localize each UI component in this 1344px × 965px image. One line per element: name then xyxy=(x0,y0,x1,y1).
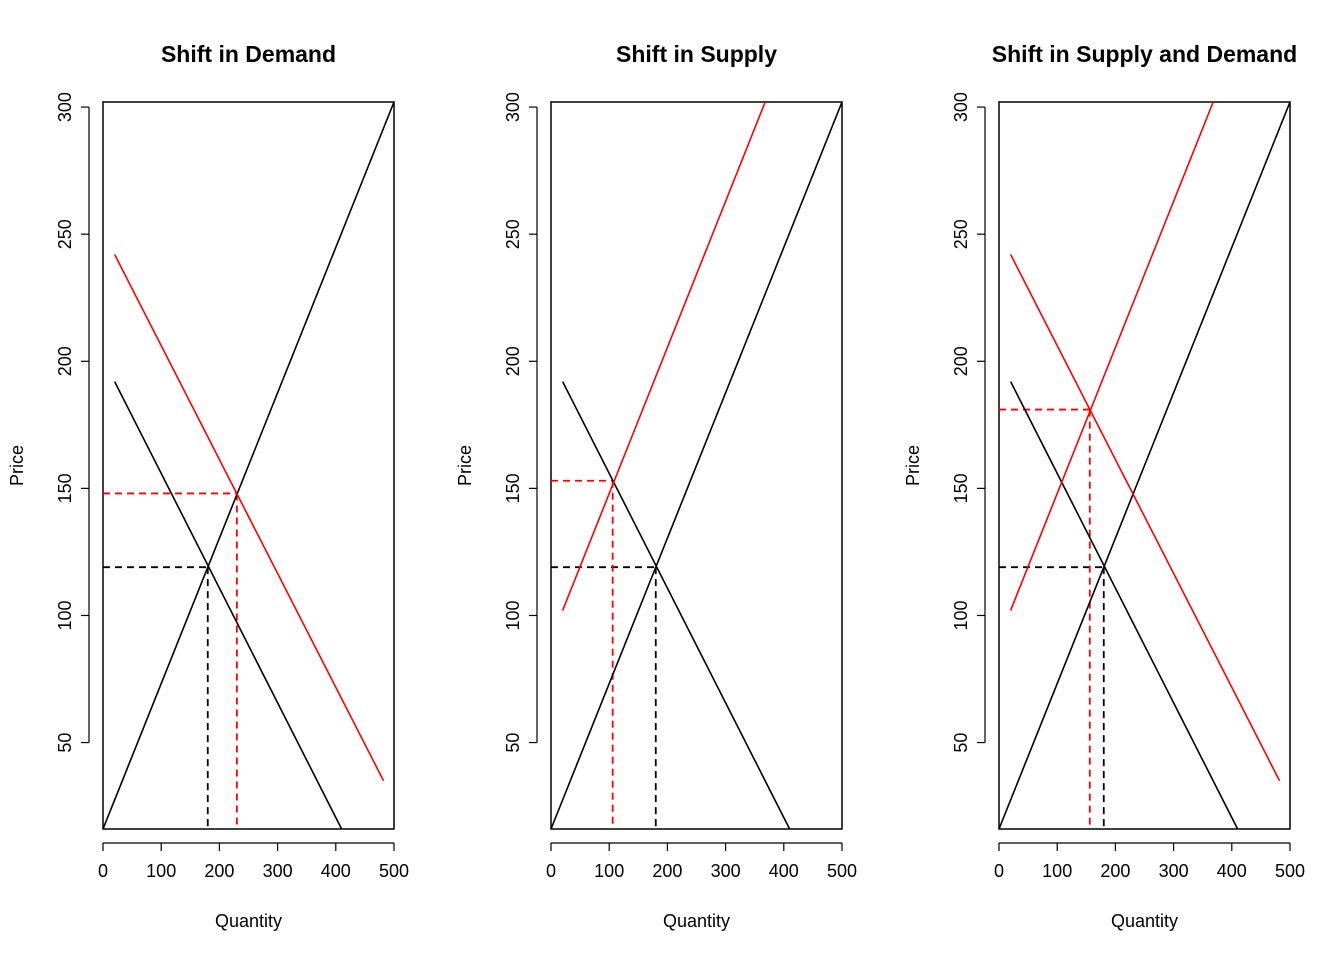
supply-shifted-curve xyxy=(1009,101,1214,611)
x-tick-label: 0 xyxy=(98,861,108,881)
y-tick-label: 50 xyxy=(503,733,523,753)
y-tick-label: 200 xyxy=(951,346,971,376)
x-tick-label: 500 xyxy=(379,861,409,881)
x-tick-label: 100 xyxy=(594,861,624,881)
x-tick-label: 400 xyxy=(1217,861,1247,881)
chart-title: Shift in Supply xyxy=(616,41,777,67)
x-axis-label: Quantity xyxy=(215,911,282,931)
x-tick-label: 100 xyxy=(146,861,176,881)
demand-curve xyxy=(1009,381,1239,830)
demand-shifted-curve xyxy=(113,254,385,782)
supply-curve xyxy=(998,101,1291,830)
x-tick-label: 200 xyxy=(652,861,682,881)
x-tick-label: 300 xyxy=(1159,861,1189,881)
x-tick-label: 200 xyxy=(204,861,234,881)
x-axis-label: Quantity xyxy=(663,911,730,931)
x-tick-label: 300 xyxy=(263,861,293,881)
y-tick-label: 250 xyxy=(55,219,75,249)
x-tick-label: 100 xyxy=(1042,861,1072,881)
y-tick-label: 300 xyxy=(55,92,75,122)
x-tick-label: 200 xyxy=(1100,861,1130,881)
y-tick-label: 300 xyxy=(503,92,523,122)
y-tick-label: 100 xyxy=(951,600,971,630)
y-tick-label: 200 xyxy=(55,346,75,376)
demand-curve xyxy=(561,381,791,830)
supply-shifted-curve xyxy=(561,101,766,611)
y-axis-label: Price xyxy=(7,445,27,486)
x-tick-label: 400 xyxy=(321,861,351,881)
supply-curve xyxy=(550,101,843,830)
y-axis-label: Price xyxy=(903,445,923,486)
plot-frame xyxy=(102,101,395,830)
y-tick-label: 100 xyxy=(55,600,75,630)
chart-panel-3: Shift in Supply and Demand 0 100 200 300 400 5… xyxy=(903,41,1305,931)
plot-frame xyxy=(998,101,1291,830)
y-tick-label: 50 xyxy=(951,733,971,753)
y-tick-label: 100 xyxy=(503,600,523,630)
y-tick-label: 150 xyxy=(503,473,523,503)
y-tick-label: 200 xyxy=(503,346,523,376)
y-tick-label: 50 xyxy=(55,733,75,753)
chart-panel-2: Shift in Supply 0 100 200 300 400 500 50 100 150 2… xyxy=(455,41,857,931)
y-tick-label: 150 xyxy=(55,473,75,503)
y-tick-label: 250 xyxy=(951,219,971,249)
plot-frame xyxy=(550,101,843,830)
y-tick-label: 300 xyxy=(951,92,971,122)
y-tick-label: 250 xyxy=(503,219,523,249)
y-axis-label: Price xyxy=(455,445,475,486)
x-tick-label: 400 xyxy=(769,861,799,881)
chart-title: Shift in Demand xyxy=(161,41,336,67)
demand-curve xyxy=(113,381,343,830)
supply-curve xyxy=(102,101,395,830)
x-tick-label: 500 xyxy=(1275,861,1305,881)
demand-shifted-curve xyxy=(1009,254,1281,782)
y-tick-label: 150 xyxy=(951,473,971,503)
chart-title: Shift in Supply and Demand xyxy=(992,41,1297,67)
x-tick-label: 500 xyxy=(827,861,857,881)
x-tick-label: 300 xyxy=(711,861,741,881)
x-tick-label: 0 xyxy=(994,861,1004,881)
chart-panel-1: Shift in Demand 0 100 200 300 400 500 50 100 150 2… xyxy=(7,41,409,931)
x-tick-label: 0 xyxy=(546,861,556,881)
x-axis-label: Quantity xyxy=(1111,911,1178,931)
